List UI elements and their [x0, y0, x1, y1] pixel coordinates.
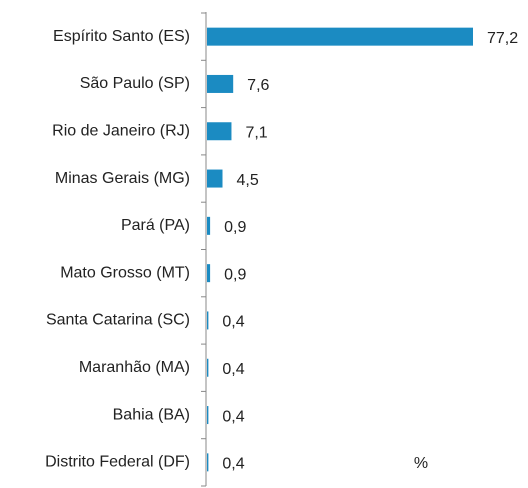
value-label: 7,6 — [247, 77, 269, 94]
x-axis-label: % — [414, 455, 428, 472]
category-label: Maranhão (MA) — [79, 359, 190, 376]
bar — [207, 406, 209, 425]
value-label: 4,5 — [237, 172, 259, 189]
value-label: 0,4 — [222, 314, 244, 331]
value-label: 7,1 — [245, 124, 267, 141]
value-label: 77,2 — [487, 30, 518, 47]
value-label: 0,9 — [224, 219, 246, 236]
bar — [207, 27, 473, 46]
bar — [207, 169, 223, 188]
bar — [207, 311, 209, 330]
value-label: 0,4 — [222, 456, 244, 473]
category-label: Bahia (BA) — [113, 406, 190, 423]
bar — [207, 122, 232, 141]
category-label: Rio de Janeiro (RJ) — [52, 122, 190, 139]
category-label: Santa Catarina (SC) — [46, 312, 190, 329]
bar — [207, 216, 211, 235]
bar — [207, 358, 209, 377]
category-label: Mato Grosso (MT) — [60, 264, 190, 281]
category-label: Pará (PA) — [121, 217, 190, 234]
value-label: 0,4 — [222, 408, 244, 425]
category-label: Minas Gerais (MG) — [55, 170, 190, 187]
category-label: Espírito Santo (ES) — [53, 28, 190, 45]
bar — [207, 453, 209, 472]
value-label: 0,4 — [222, 361, 244, 378]
category-label: São Paulo (SP) — [80, 75, 190, 92]
bar — [207, 74, 234, 93]
category-label: Distrito Federal (DF) — [45, 454, 190, 471]
value-label: 0,9 — [224, 266, 246, 283]
bar — [207, 264, 211, 283]
